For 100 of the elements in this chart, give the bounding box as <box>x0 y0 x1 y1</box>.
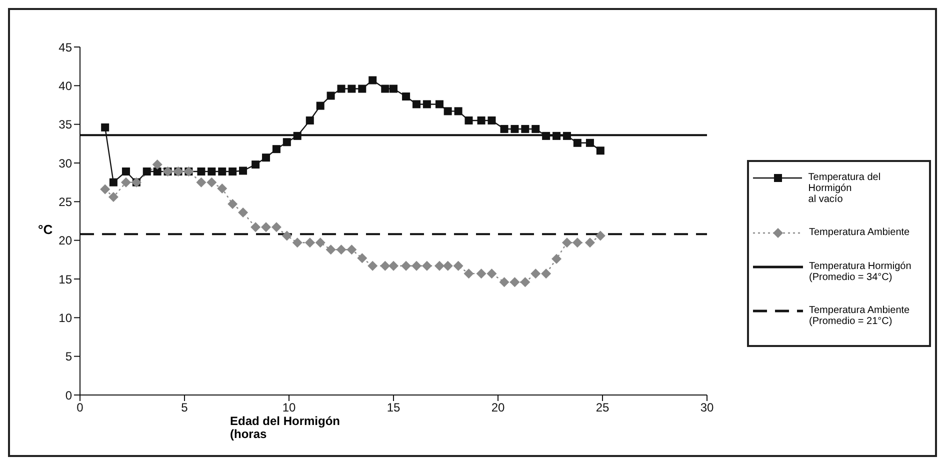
point <box>109 178 118 186</box>
point <box>584 238 595 248</box>
point <box>228 168 237 176</box>
y-tick-label: 30 <box>58 156 72 170</box>
point <box>476 268 486 279</box>
y-tick-label: 35 <box>58 118 72 132</box>
point <box>239 166 248 175</box>
legend-label: Temperatura Ambiente (Promedio = 21°C) <box>809 305 910 327</box>
point <box>510 277 520 288</box>
point <box>388 260 398 271</box>
point <box>510 124 519 133</box>
point <box>552 132 561 140</box>
point <box>358 84 366 93</box>
point <box>152 160 162 170</box>
point <box>206 177 217 188</box>
legend-label: Temperatura Ambiente <box>809 227 910 238</box>
point <box>326 244 336 255</box>
point <box>238 207 248 218</box>
x-tick-label: 30 <box>700 400 714 415</box>
y-tick-label: 25 <box>58 194 72 209</box>
point <box>337 84 346 93</box>
point <box>142 168 151 176</box>
point <box>530 268 541 279</box>
point <box>542 132 550 140</box>
point <box>596 146 604 155</box>
point <box>499 277 510 288</box>
point <box>521 124 530 133</box>
point <box>368 76 377 84</box>
point <box>100 184 110 194</box>
point <box>316 102 324 110</box>
point <box>444 107 452 116</box>
point <box>488 116 496 124</box>
point <box>108 192 118 202</box>
point <box>562 238 572 248</box>
point <box>346 244 357 255</box>
point <box>390 84 398 93</box>
point <box>442 260 453 271</box>
y-tick-label: 40 <box>58 78 72 93</box>
point <box>464 268 474 279</box>
x-tick-label: 25 <box>596 400 610 415</box>
point <box>486 268 497 279</box>
y-tick-label: 5 <box>65 350 72 364</box>
point <box>153 168 162 176</box>
point <box>595 230 606 241</box>
point <box>228 198 238 209</box>
x-tick-label: 20 <box>491 400 505 415</box>
point <box>401 260 412 271</box>
point <box>412 100 420 108</box>
point <box>402 92 410 100</box>
point <box>434 260 444 271</box>
point <box>101 123 110 132</box>
point <box>250 222 261 232</box>
point <box>282 138 291 146</box>
point <box>477 116 486 124</box>
x-tick-label: 15 <box>386 400 400 415</box>
point <box>435 100 444 108</box>
point <box>541 268 552 279</box>
point <box>293 132 302 140</box>
point <box>500 124 508 133</box>
point <box>196 177 206 188</box>
point <box>282 230 292 241</box>
legend-label: Temperatura Hormigón (Promedio = 34°C) <box>809 261 912 283</box>
point <box>357 253 368 264</box>
point <box>120 177 131 188</box>
point <box>368 260 378 271</box>
point <box>380 260 390 271</box>
point <box>218 168 226 176</box>
point <box>208 168 216 176</box>
point <box>326 92 335 100</box>
point <box>453 260 464 271</box>
point <box>348 84 356 93</box>
x-axis-title: Edad del Hormigón (horas <box>230 414 342 441</box>
y-tick-label: 45 <box>58 40 72 54</box>
point <box>573 138 582 147</box>
point <box>304 238 315 248</box>
y-tick-label: 20 <box>58 234 72 248</box>
y-tick-label: 10 <box>58 310 72 325</box>
point <box>464 116 473 124</box>
x-tick-label: 0 <box>76 400 84 415</box>
y-tick-label: 0 <box>65 388 72 402</box>
point <box>532 124 540 133</box>
x-tick-label: 10 <box>282 400 296 415</box>
point <box>261 222 272 232</box>
point <box>586 138 594 147</box>
point <box>306 116 314 124</box>
point <box>252 160 260 169</box>
x-tick-label: 5 <box>181 400 188 415</box>
point <box>422 100 431 108</box>
y-axis-title: °C <box>38 222 53 237</box>
legend-label: Temperatura del Hormigón al vacío <box>808 172 882 205</box>
point <box>411 260 422 271</box>
point <box>572 238 582 248</box>
y-tick-label: 15 <box>58 272 72 286</box>
point <box>197 168 206 176</box>
point <box>336 244 346 255</box>
point <box>562 132 571 140</box>
point <box>271 222 282 232</box>
point <box>552 254 562 264</box>
point <box>381 84 390 93</box>
point <box>422 260 432 271</box>
